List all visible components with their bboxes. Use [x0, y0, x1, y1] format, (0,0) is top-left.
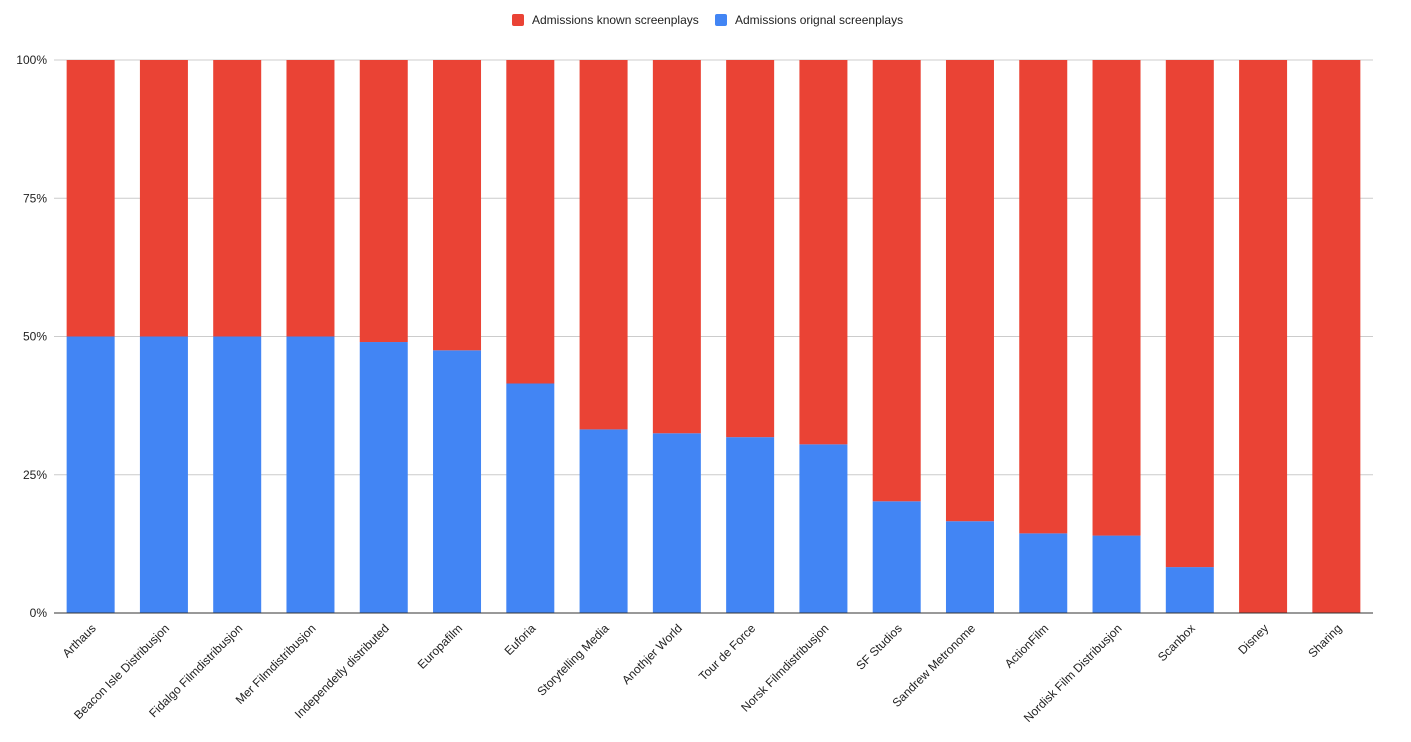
- bar-segment: [1019, 533, 1068, 613]
- bar-segment: [1165, 567, 1214, 613]
- bar-segment: [359, 342, 408, 613]
- bar-segment: [139, 60, 188, 337]
- bar-segment: [213, 336, 262, 613]
- bar-segment: [139, 336, 188, 613]
- x-tick-label: Anothjer World: [619, 621, 685, 687]
- x-tick-label: Euforia: [502, 621, 539, 658]
- bar-segment: [726, 437, 775, 613]
- bar-segment: [66, 336, 115, 613]
- y-tick-label: 75%: [23, 191, 47, 205]
- y-tick-label: 50%: [23, 330, 47, 344]
- y-tick-label: 100%: [16, 53, 47, 67]
- bar-segment: [506, 60, 555, 384]
- bars: [66, 60, 1361, 613]
- x-tick-label: Sharing: [1305, 621, 1344, 660]
- bar-segment: [1312, 60, 1361, 613]
- x-tick-label: Disney: [1235, 621, 1271, 657]
- legend: Admissions known screenplays Admissions o…: [512, 13, 903, 27]
- bar-segment: [945, 521, 994, 613]
- bar-segment: [433, 60, 482, 351]
- bar-segment: [433, 350, 482, 613]
- bar-segment: [652, 433, 701, 613]
- legend-label: Admissions orignal screenplays: [735, 13, 903, 27]
- x-tick-label: ActionFilm: [1002, 621, 1052, 671]
- x-tick-label: Sandrew Metronome: [889, 621, 978, 710]
- bar-segment: [1239, 60, 1288, 613]
- bar-segment: [652, 60, 701, 434]
- bar-segment: [579, 429, 628, 613]
- bar-segment: [1092, 60, 1141, 536]
- bar-segment: [1019, 60, 1068, 534]
- bar-segment: [213, 60, 262, 337]
- x-tick-label: Arthaus: [60, 621, 99, 660]
- bar-segment: [799, 444, 848, 613]
- x-tick-label: Tour de Force: [696, 621, 758, 683]
- y-tick-label: 25%: [23, 468, 47, 482]
- bar-segment: [286, 336, 335, 613]
- bar-segment: [506, 383, 555, 613]
- x-tick-label: Mer Filmdistribusjon: [233, 621, 319, 707]
- bar-segment: [286, 60, 335, 337]
- bar-segment: [872, 501, 921, 613]
- bar-segment: [799, 60, 848, 445]
- gridlines: [54, 59, 1373, 476]
- x-tick-label: SF Studios: [853, 621, 904, 672]
- bar-segment: [1092, 535, 1141, 613]
- bar-segment: [945, 60, 994, 522]
- bar-segment: [1165, 60, 1214, 568]
- legend-swatch: [715, 14, 727, 26]
- bar-segment: [579, 60, 628, 430]
- legend-label: Admissions known screenplays: [532, 13, 699, 27]
- x-tick-label: Scanbox: [1155, 621, 1198, 664]
- x-tick-label: Storytelling Media: [534, 621, 612, 699]
- bar-segment: [726, 60, 775, 438]
- bar-segment: [66, 60, 115, 337]
- bar-segment: [359, 60, 408, 343]
- bar-segment: [872, 60, 921, 502]
- y-axis: 0% 25% 50% 75% 100%: [16, 53, 47, 620]
- legend-swatch: [512, 14, 524, 26]
- x-tick-label: Europafilm: [415, 621, 465, 671]
- y-tick-label: 0%: [30, 606, 48, 620]
